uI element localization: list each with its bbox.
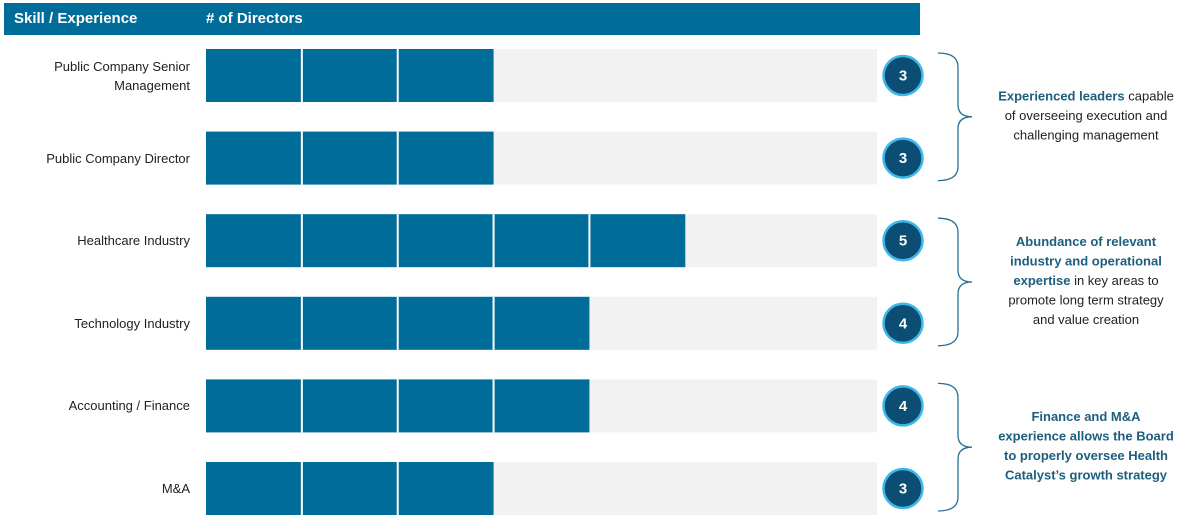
annotation-line: industry and operational: [1010, 254, 1162, 269]
category-label: Accounting / Finance: [68, 398, 190, 414]
value-label: 5: [899, 233, 907, 250]
annotation-text: of overseeing execution and: [1005, 108, 1168, 123]
annotation-text: challenging management: [1013, 128, 1159, 143]
value-label: 3: [899, 150, 907, 167]
annotation-line: Finance and M&A: [1031, 409, 1141, 424]
value-badge: [882, 302, 924, 345]
annotation-text: expertise: [1013, 273, 1070, 288]
annotation-text: to properly oversee Health: [1004, 448, 1168, 463]
category-label: Public Company Senior Management: [54, 58, 190, 93]
annotation-line: expertise in key areas to: [1013, 273, 1158, 288]
bar: [206, 214, 686, 268]
annotation-text: experience allows the Board: [998, 429, 1174, 444]
annotation-text: Catalyst’s growth strategy: [1005, 468, 1168, 483]
bar: [206, 49, 494, 102]
annotation-text: industry and operational: [1010, 254, 1162, 269]
bar: [206, 131, 494, 185]
annotation-line: Catalyst’s growth strategy: [1005, 468, 1168, 483]
annotation-text: capable: [1125, 89, 1174, 104]
category-label: Public Company Director: [46, 150, 190, 166]
annotation-line: Abundance of relevant: [1016, 234, 1157, 249]
category-label: Technology Industry: [74, 315, 190, 331]
value-label: 4: [899, 315, 908, 332]
value-label: 3: [899, 480, 907, 497]
bar: [206, 462, 494, 515]
annotation-text: Abundance of relevant: [1016, 234, 1157, 249]
header-left: Skill / Experience: [14, 10, 137, 27]
value-badge: [882, 467, 924, 510]
category-label: M&A: [161, 481, 190, 496]
annotation-text: in key areas to: [1070, 273, 1158, 288]
value-badge: [882, 219, 924, 262]
annotation-line: to properly oversee Health: [1004, 448, 1168, 463]
value-label: 3: [899, 67, 907, 84]
brace: [937, 52, 973, 182]
annotation-text: Experienced leaders: [998, 89, 1124, 104]
annotation-text: and value creation: [1033, 312, 1139, 327]
brace: [937, 382, 973, 512]
value-badge: [882, 54, 924, 97]
annotation-text: Finance and M&A: [1031, 409, 1141, 424]
brace: [937, 217, 973, 347]
annotation-line: and value creation: [1033, 312, 1139, 327]
category-label: Healthcare Industry: [77, 233, 190, 249]
value-label: 4: [899, 398, 908, 415]
value-badge: [882, 385, 924, 427]
header-right: # of Directors: [206, 10, 303, 27]
value-badge: [882, 137, 924, 179]
annotation-line: promote long term strategy: [1008, 293, 1164, 308]
annotation-line: experience allows the Board: [998, 429, 1174, 444]
annotation-line: Experienced leaders capable: [998, 89, 1174, 104]
annotation-line: of overseeing execution and: [1005, 108, 1168, 123]
annotation-text: promote long term strategy: [1008, 293, 1164, 308]
annotation-line: challenging management: [1013, 128, 1159, 143]
header-bar: [4, 3, 920, 35]
